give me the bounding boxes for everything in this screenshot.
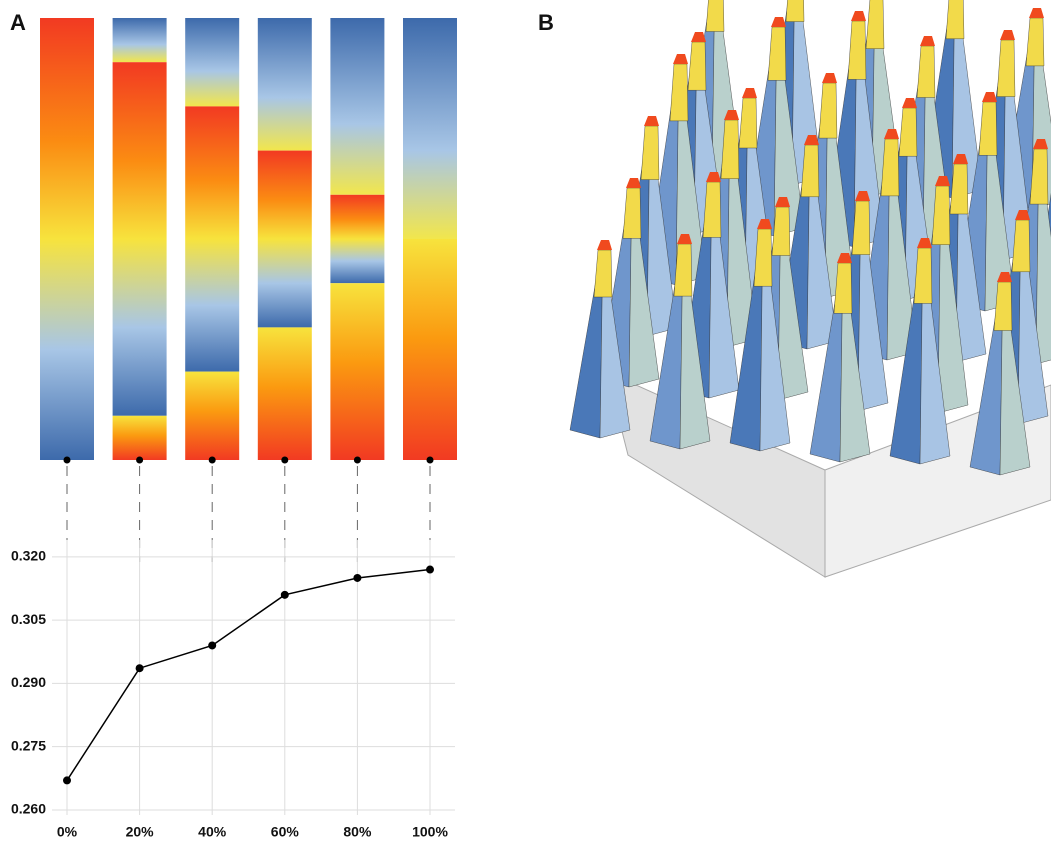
column-middle xyxy=(330,195,384,283)
cone-band xyxy=(688,42,706,90)
cone-band xyxy=(819,83,837,138)
figure: A B 0.260 0.275 0.290 0.305 0.320 0% 20% 40% 60%… xyxy=(0,0,1051,843)
y-tick-label: 0.260 xyxy=(11,801,46,817)
cone-band xyxy=(670,64,688,121)
panel-label: A xyxy=(10,10,26,35)
cone-band xyxy=(979,102,997,155)
cone-band xyxy=(739,98,757,148)
x-tick-label: 60% xyxy=(271,824,300,840)
cone-tip xyxy=(691,32,706,42)
cone-tip xyxy=(673,54,688,64)
x-tick-label: 40% xyxy=(198,824,227,840)
y-tick-label: 0.320 xyxy=(11,548,46,564)
y-tick-label: 0.305 xyxy=(11,611,46,627)
column-dot xyxy=(209,457,216,464)
point xyxy=(208,641,216,649)
x-tick-label: 20% xyxy=(126,824,155,840)
point xyxy=(136,664,144,672)
column-dot xyxy=(354,457,361,464)
column-top xyxy=(185,18,239,106)
cone-band xyxy=(706,0,724,32)
column-top xyxy=(258,18,312,151)
y-tick-label: 0.275 xyxy=(11,737,46,753)
cone-band xyxy=(1026,18,1044,66)
cone-tip xyxy=(644,116,659,126)
cone-band xyxy=(899,108,917,156)
cone-band xyxy=(786,0,804,22)
cone-tip xyxy=(597,240,612,250)
mesh-render xyxy=(570,0,1051,577)
cone-band xyxy=(866,0,884,49)
column-bottom xyxy=(258,327,312,460)
column-dot xyxy=(281,457,288,464)
column-middle xyxy=(40,18,94,460)
point xyxy=(353,574,361,582)
cone-tip xyxy=(920,36,935,46)
line xyxy=(67,570,430,781)
x-tick-label: 80% xyxy=(343,824,372,840)
column-top xyxy=(113,18,167,62)
cone-band xyxy=(641,126,659,180)
panel-label: B xyxy=(538,10,554,35)
cone-tip xyxy=(1029,8,1044,18)
cone-band xyxy=(623,188,641,238)
cone-tip xyxy=(902,98,917,108)
cone-tip xyxy=(1000,30,1015,40)
cone-band xyxy=(848,21,866,79)
cone-tip xyxy=(626,178,641,188)
cone-tip xyxy=(851,11,866,21)
x-tick-label: 0% xyxy=(57,824,78,840)
cone-band xyxy=(946,0,964,39)
cone-tip xyxy=(982,92,997,102)
column-middle xyxy=(113,62,167,416)
cone-tip xyxy=(822,73,837,83)
column-middle xyxy=(185,106,239,371)
column-middle xyxy=(258,151,312,328)
cone-tip xyxy=(742,88,757,98)
column-dot xyxy=(136,457,143,464)
x-tick-label: 100% xyxy=(412,824,448,840)
cone-band xyxy=(594,250,612,297)
column-dot xyxy=(427,457,434,464)
column-top xyxy=(403,18,457,239)
substrate-left xyxy=(607,372,825,577)
y-tick-label: 0.290 xyxy=(11,674,46,690)
column-dot xyxy=(64,457,71,464)
column-top xyxy=(330,18,384,195)
cone-band xyxy=(917,46,935,98)
point xyxy=(281,591,289,599)
column-bottom xyxy=(185,372,239,460)
cone-band xyxy=(768,27,786,80)
point xyxy=(426,566,434,574)
point xyxy=(63,776,71,784)
cone-tip xyxy=(771,17,786,27)
cone-band xyxy=(997,40,1015,97)
page: A B 0.260 0.275 0.290 0.305 0.320 0% 20% 40% 60%… xyxy=(0,0,1051,843)
column-bottom xyxy=(330,283,384,460)
column-bottom xyxy=(403,239,457,460)
column-bottom xyxy=(113,416,167,460)
